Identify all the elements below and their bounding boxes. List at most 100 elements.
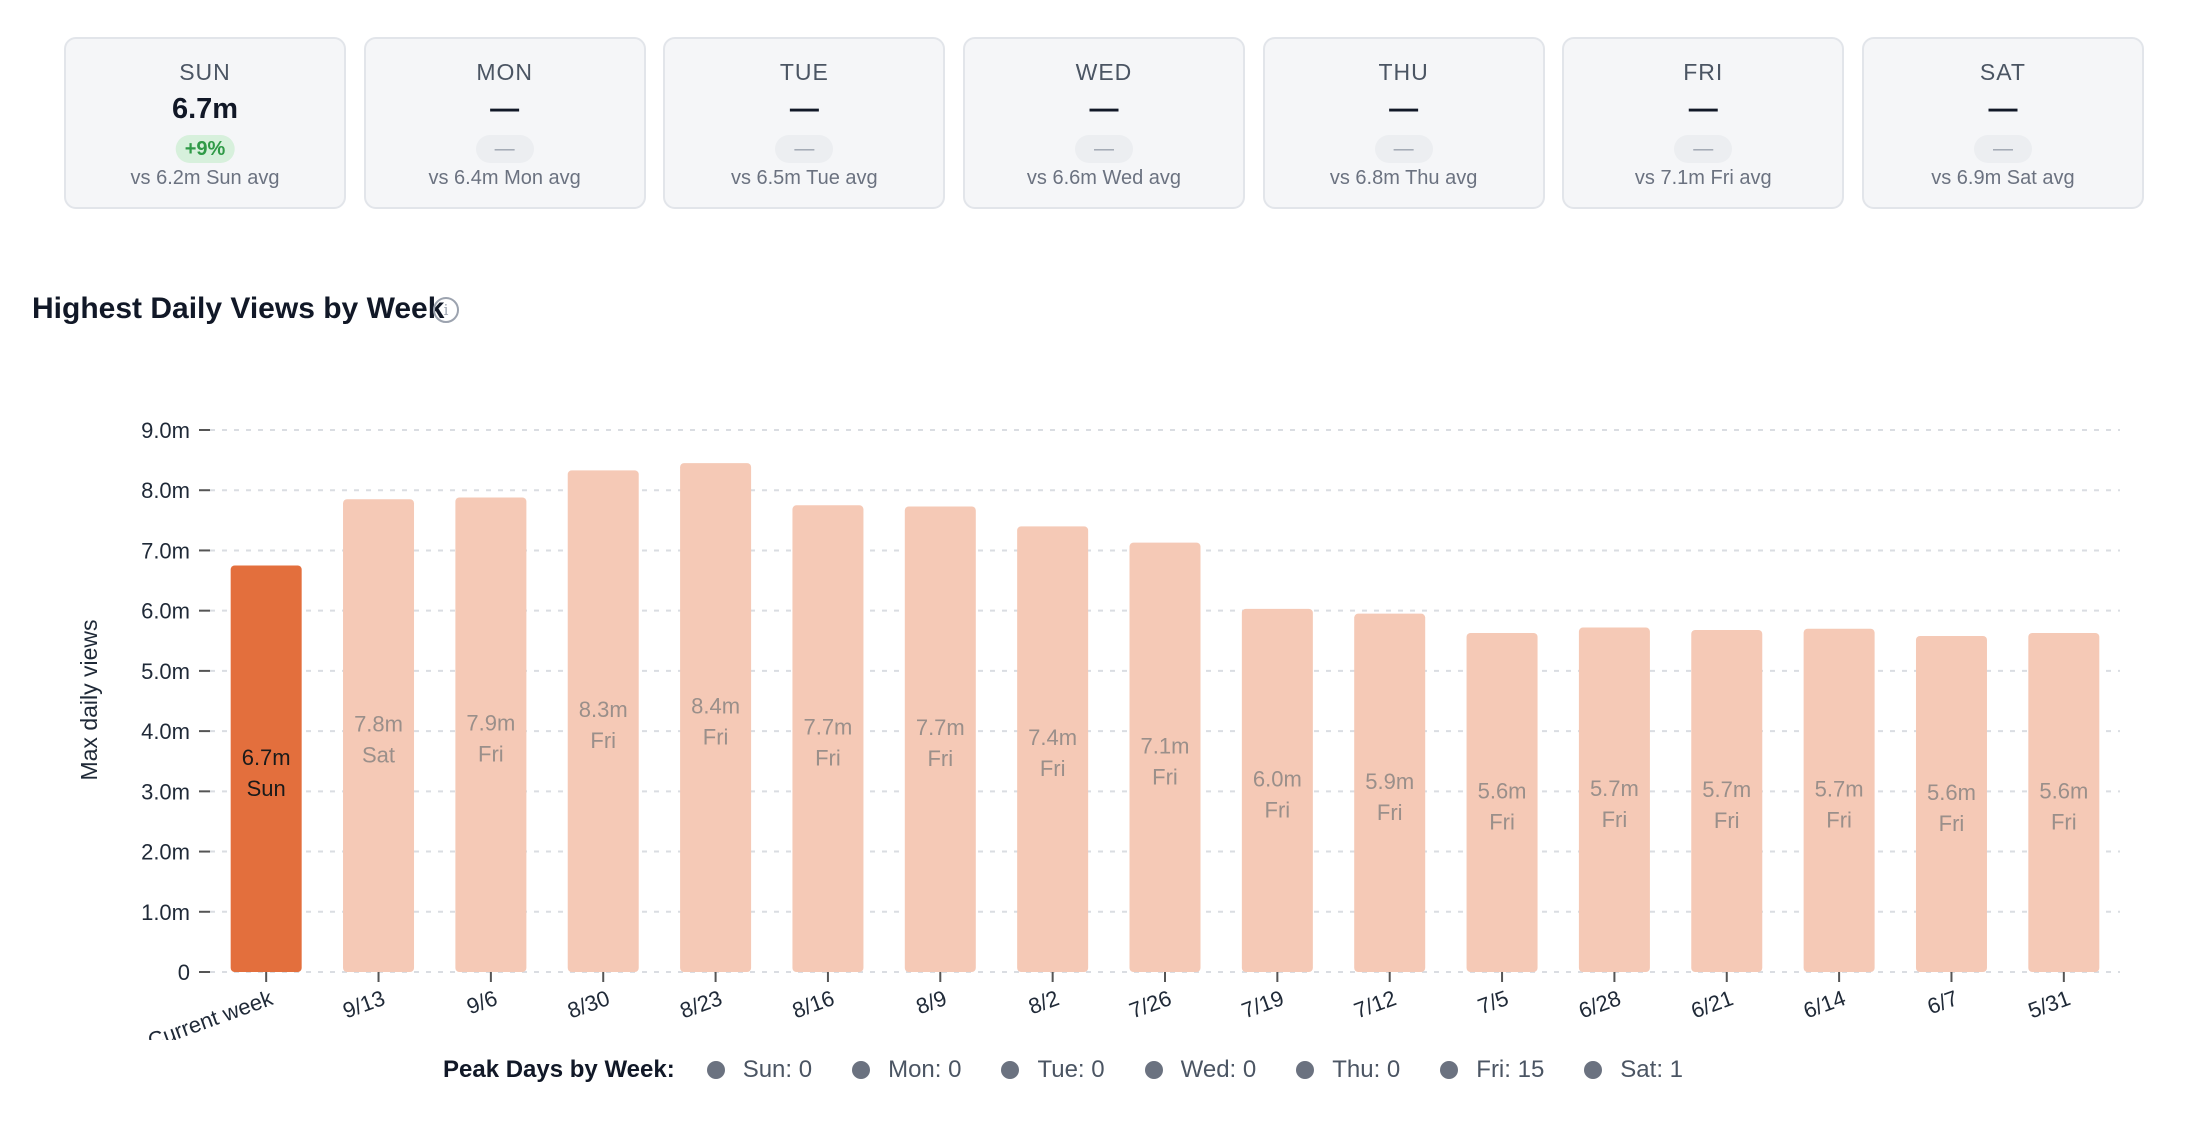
legend-title: Peak Days by Week:	[443, 1056, 675, 1083]
x-tick-label: Current week	[144, 985, 276, 1040]
legend-dot-icon	[706, 1061, 725, 1079]
bar	[567, 470, 639, 972]
bar	[1578, 627, 1650, 972]
legend-dot-icon	[1144, 1061, 1163, 1079]
day-name: FRI	[1683, 59, 1724, 85]
bar-value-label: 5.7m	[1815, 776, 1864, 801]
day-summary-cards: SUN 6.7m +9% vs 6.2m Sun avg MON — — vs …	[64, 37, 2144, 209]
bar-chart: 0 1.0m 2.0m 3.0m 4.0m 5.0m 6.0m 7.0m 8.0m 9.0m Max…	[76, 418, 2120, 1040]
day-card-tue[interactable]: TUE — — vs 6.5m Tue avg	[663, 37, 946, 209]
day-card-sat[interactable]: SAT — — vs 6.9m Sat avg	[1861, 37, 2144, 209]
legend-dot-icon	[1001, 1061, 1020, 1079]
bar-value-label: 5.6m	[1478, 778, 1527, 803]
legend-item-fri: Fri: 15	[1440, 1056, 1544, 1084]
bar-peak-day-label: Fri	[1152, 764, 1178, 789]
x-tick-label: 9/13	[339, 985, 388, 1023]
change-badge: —	[775, 135, 834, 163]
x-tick-label: 7/19	[1238, 985, 1287, 1023]
x-tick-label: 6/14	[1800, 985, 1849, 1023]
legend-dot-icon	[1296, 1061, 1315, 1079]
day-value: —	[1089, 93, 1119, 125]
legend-label: Mon: 0	[888, 1056, 962, 1083]
x-tick-label: 8/16	[789, 985, 838, 1023]
x-tick-label: 7/12	[1351, 985, 1400, 1023]
day-card-thu[interactable]: THU — — vs 6.8m Thu avg	[1262, 37, 1545, 209]
x-tick-label: 5/31	[2025, 985, 2074, 1023]
bar-value-label: 7.7m	[803, 715, 852, 740]
change-badge: —	[1674, 135, 1733, 163]
y-tick-label: 4.0m	[141, 719, 190, 744]
legend-dot-icon	[852, 1061, 871, 1079]
day-card-mon[interactable]: MON — — vs 6.4m Mon avg	[363, 37, 646, 209]
bar	[1466, 632, 1538, 972]
bar-peak-day-label: Sat	[362, 743, 395, 768]
legend-item-sat: Sat: 1	[1584, 1056, 1683, 1084]
day-average: vs 6.4m Mon avg	[428, 167, 581, 189]
bar-value-label: 8.4m	[691, 694, 740, 719]
day-name: MON	[476, 59, 533, 85]
bar	[904, 506, 976, 972]
day-average: vs 7.1m Fri avg	[1634, 167, 1772, 189]
bar-value-label: 8.3m	[579, 697, 628, 722]
x-tick-label: 6/7	[1924, 985, 1961, 1019]
bar-peak-day-label: Fri	[1826, 807, 1852, 832]
x-tick-label: 7/5	[1474, 985, 1511, 1019]
change-badge: —	[1973, 135, 2032, 163]
bar-value-label: 5.9m	[1365, 769, 1414, 794]
day-average: vs 6.9m Sat avg	[1931, 167, 2075, 189]
day-name: THU	[1378, 59, 1429, 85]
day-card-fri[interactable]: FRI — — vs 7.1m Fri avg	[1562, 37, 1845, 209]
bar	[1691, 629, 1763, 972]
bar	[1129, 542, 1201, 972]
x-tick-label: 8/23	[677, 985, 726, 1023]
y-tick-label: 8.0m	[141, 478, 190, 503]
day-value: —	[1688, 93, 1718, 125]
legend-item-wed: Wed: 0	[1144, 1056, 1257, 1084]
x-tick-label: 8/2	[1025, 985, 1062, 1019]
x-tick-label: 9/6	[463, 985, 500, 1019]
day-average: vs 6.2m Sun avg	[130, 167, 280, 189]
x-tick-label: 6/28	[1575, 985, 1624, 1023]
day-name: SUN	[179, 59, 231, 85]
day-name: SAT	[1979, 59, 2026, 85]
legend-item-thu: Thu: 0	[1296, 1056, 1400, 1084]
day-value: —	[789, 93, 819, 125]
chart-title: Highest Daily Views by Week	[32, 292, 445, 325]
x-tick-label: 7/26	[1126, 985, 1175, 1023]
bar-value-label: 7.1m	[1141, 733, 1190, 758]
y-axis-label: Max daily views	[76, 619, 102, 780]
bar	[1017, 526, 1089, 972]
bar-peak-day-label: Fri	[815, 746, 841, 771]
bar	[1915, 635, 1987, 972]
bar-peak-day-label: Fri	[1040, 756, 1066, 781]
day-card-wed[interactable]: WED — — vs 6.6m Wed avg	[962, 37, 1245, 209]
legend-label: Sun: 0	[742, 1056, 813, 1083]
bar-value-label: 5.7m	[1590, 776, 1639, 801]
bar-value-label: 5.6m	[2039, 778, 2088, 803]
day-average: vs 6.6m Wed avg	[1026, 167, 1182, 189]
info-icon[interactable]: i	[433, 297, 459, 323]
x-tick-label: 8/30	[564, 985, 613, 1023]
bar-peak-day-label: Fri	[2051, 809, 2077, 834]
y-tick-label: 0	[178, 960, 190, 985]
y-tick-label: 1.0m	[141, 900, 190, 925]
day-card-sun[interactable]: SUN 6.7m +9% vs 6.2m Sun avg	[64, 37, 346, 209]
bar-value-label: 7.7m	[916, 715, 965, 740]
day-average: vs 6.5m Tue avg	[730, 167, 878, 189]
bar-peak-day-label: Fri	[590, 728, 616, 753]
legend-label: Wed: 0	[1180, 1056, 1257, 1083]
change-badge: —	[1374, 135, 1433, 163]
day-value: —	[490, 93, 520, 125]
legend-label: Tue: 0	[1037, 1056, 1105, 1083]
day-name: WED	[1075, 59, 1133, 85]
bar	[230, 565, 302, 972]
bar-peak-day-label: Fri	[1939, 811, 1965, 836]
legend-dot-icon	[1440, 1061, 1459, 1079]
x-tick-label: 8/9	[913, 985, 950, 1019]
y-tick-label: 3.0m	[141, 779, 190, 804]
bar-value-label: 7.9m	[466, 711, 515, 736]
bar	[343, 499, 415, 972]
y-tick-label: 5.0m	[141, 659, 190, 684]
bar-value-label: 6.0m	[1253, 766, 1302, 791]
y-tick-label: 2.0m	[141, 840, 190, 865]
